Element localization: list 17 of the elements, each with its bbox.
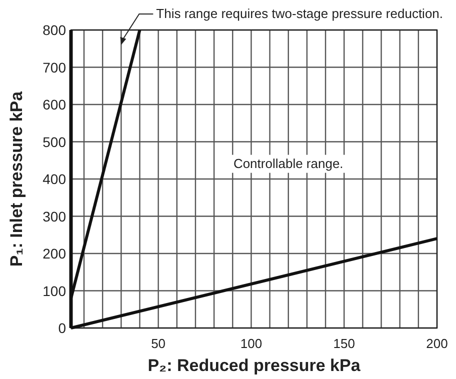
annotation: Controllable range.	[233, 156, 344, 171]
x-axis-title: P₂: Reduced pressure kPa	[148, 356, 361, 375]
y-tick-label: 500	[42, 134, 66, 150]
y-tick-label: 300	[42, 208, 66, 224]
y-tick-label: 100	[42, 282, 66, 299]
y-tick-label: 400	[42, 171, 66, 187]
x-tick-label: 200	[426, 336, 448, 351]
x-tick-label: 50	[151, 336, 166, 351]
text: This range requires two-stage pressure reduction.	[156, 6, 444, 21]
y-tick-label: 200	[42, 246, 66, 262]
y-axis-title: P₁: Inlet pressure kPa	[7, 90, 26, 267]
x-tick-label: 100	[240, 336, 262, 351]
y-tick-label: 700	[42, 59, 66, 76]
x-tick-label: 150	[333, 336, 355, 351]
y-tick-label: 600	[42, 96, 66, 112]
y-tick-label: 0	[58, 320, 66, 336]
y-tick-label: 800	[42, 22, 66, 38]
